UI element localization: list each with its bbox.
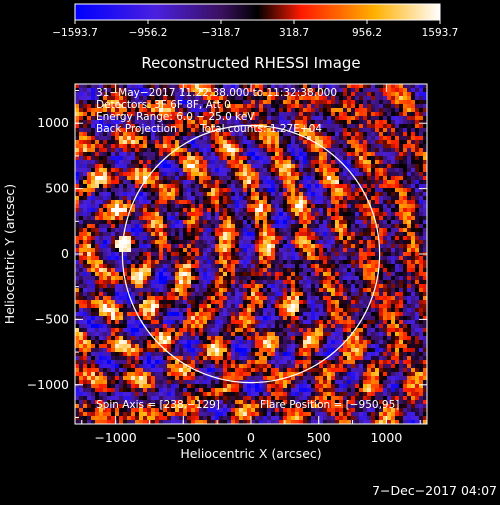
x-tick-label: 0 xyxy=(247,430,255,445)
colorbar-tick-label: −318.7 xyxy=(202,27,241,39)
colorbar-tick-label: −956.2 xyxy=(129,27,168,39)
y-tick-label: 0 xyxy=(61,246,69,261)
detectors-label: Detectors: 3F 6F 8F, Att 0 xyxy=(96,99,231,111)
heatmap xyxy=(75,84,427,424)
time-range-label: 31−May−2017 11:22:38.000 to 11:32:38.000 xyxy=(96,87,337,99)
colorbar: −1593.7 −956.2 −318.7 318.7 956.2 1593.7 xyxy=(52,4,458,39)
x-tick-label: 1000 xyxy=(370,430,402,445)
colorbar-tick-label: 1593.7 xyxy=(422,27,459,39)
x-tick-label: −500 xyxy=(166,430,200,445)
y-tick-label: 1000 xyxy=(37,115,69,130)
x-axis-label: Heliocentric X (arcsec) xyxy=(180,446,321,461)
colorbar-tick-label: 956.2 xyxy=(352,27,382,39)
energy-range-label: Energy Range: 6.0 − 25.0 keV xyxy=(96,111,255,123)
colorbar-tick-label: −1593.7 xyxy=(52,27,98,39)
chart-title: Reconstructed RHESSI Image xyxy=(141,54,360,72)
y-axis-label: Heliocentric Y (arcsec) xyxy=(2,184,17,324)
x-tick-label: −1000 xyxy=(94,430,136,445)
method-label: Back Projection xyxy=(96,123,177,135)
x-tick-label: 500 xyxy=(307,430,331,445)
y-tick-label: −1000 xyxy=(27,377,69,392)
colorbar-tick-label: 318.7 xyxy=(279,27,309,39)
y-tick-label: 500 xyxy=(45,181,69,196)
spin-axis-label: Spin Axis = [238,−129] xyxy=(96,399,220,411)
total-counts-label: Total counts: 1.27E+04 xyxy=(199,123,322,135)
y-tick-label: −500 xyxy=(35,311,69,326)
colorbar-gradient xyxy=(75,4,440,20)
flare-position-label: Flare Position = [−950,95] xyxy=(260,399,399,411)
footer-date: 7−Dec−2017 04:07 xyxy=(372,483,497,498)
